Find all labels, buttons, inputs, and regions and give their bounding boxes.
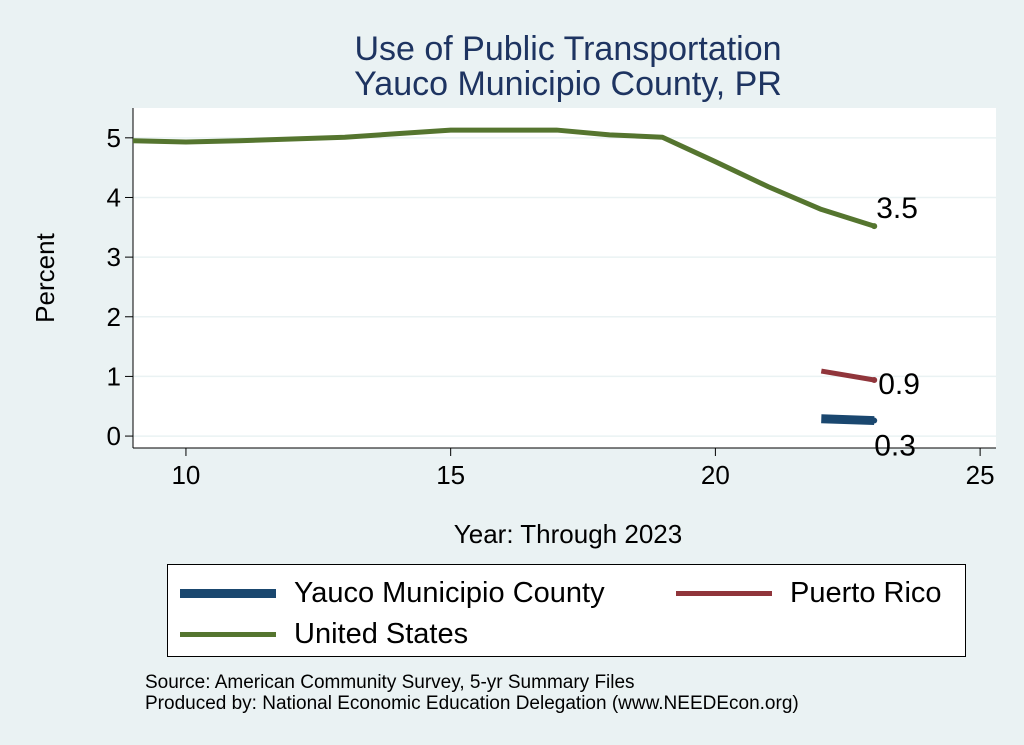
data-label-yauco-municipio-county: 0.3 [874,430,916,463]
legend-label-yauco: Yauco Municipio County [294,577,605,609]
legend: Yauco Municipio County Puerto Rico Unite… [167,564,966,657]
legend-label-united-states: United States [294,618,469,650]
legend-swatch-yauco [180,589,276,598]
y-tick-label: 0 [107,421,121,451]
y-tick-label: 3 [107,242,121,272]
legend-item-yauco: Yauco Municipio County [180,577,605,610]
x-axis-label: Year: Through 2023 [454,519,682,549]
data-label-united-states: 3.5 [876,192,918,225]
x-tick-label: 15 [436,460,465,490]
y-tick-label: 2 [107,302,121,332]
y-tick-label: 5 [107,123,121,153]
series-line-yauco-municipio-county [821,414,875,426]
y-axis-label: Percent [30,232,60,322]
data-label-puerto-rico: 0.9 [878,368,920,401]
y-tick-label: 4 [107,182,121,212]
x-tick-label: 10 [171,460,200,490]
x-tick-label: 20 [701,460,730,490]
chart-subtitle: Yauco Municipio County, PR [354,65,782,103]
series-end-marker-united-states [871,223,878,230]
line-chart: 0 1 2 3 4 5 10 15 20 25 Use of Public Transportati… [30,30,996,549]
x-tick-label: 25 [966,460,995,490]
series-end-marker-puerto-rico [871,377,878,383]
produced-by-line: Produced by: National Economic Education… [145,693,799,714]
legend-item-puerto-rico: Puerto Rico [676,577,942,610]
series-end-marker-yauco-municipio-county [871,417,878,424]
legend-swatch-puerto-rico [676,591,772,596]
source-note: Source: American Community Survey, 5-yr … [145,672,799,714]
series-line-united-states [132,127,875,229]
legend-item-united-states: United States [180,618,468,651]
series-line-puerto-rico [820,368,875,383]
source-line: Source: American Community Survey, 5-yr … [145,672,635,693]
chart-title: Use of Public Transportation [354,30,781,68]
y-tick-label: 1 [107,361,121,391]
legend-label-puerto-rico: Puerto Rico [790,577,942,609]
plot-area [133,108,996,448]
legend-swatch-united-states [180,632,276,637]
